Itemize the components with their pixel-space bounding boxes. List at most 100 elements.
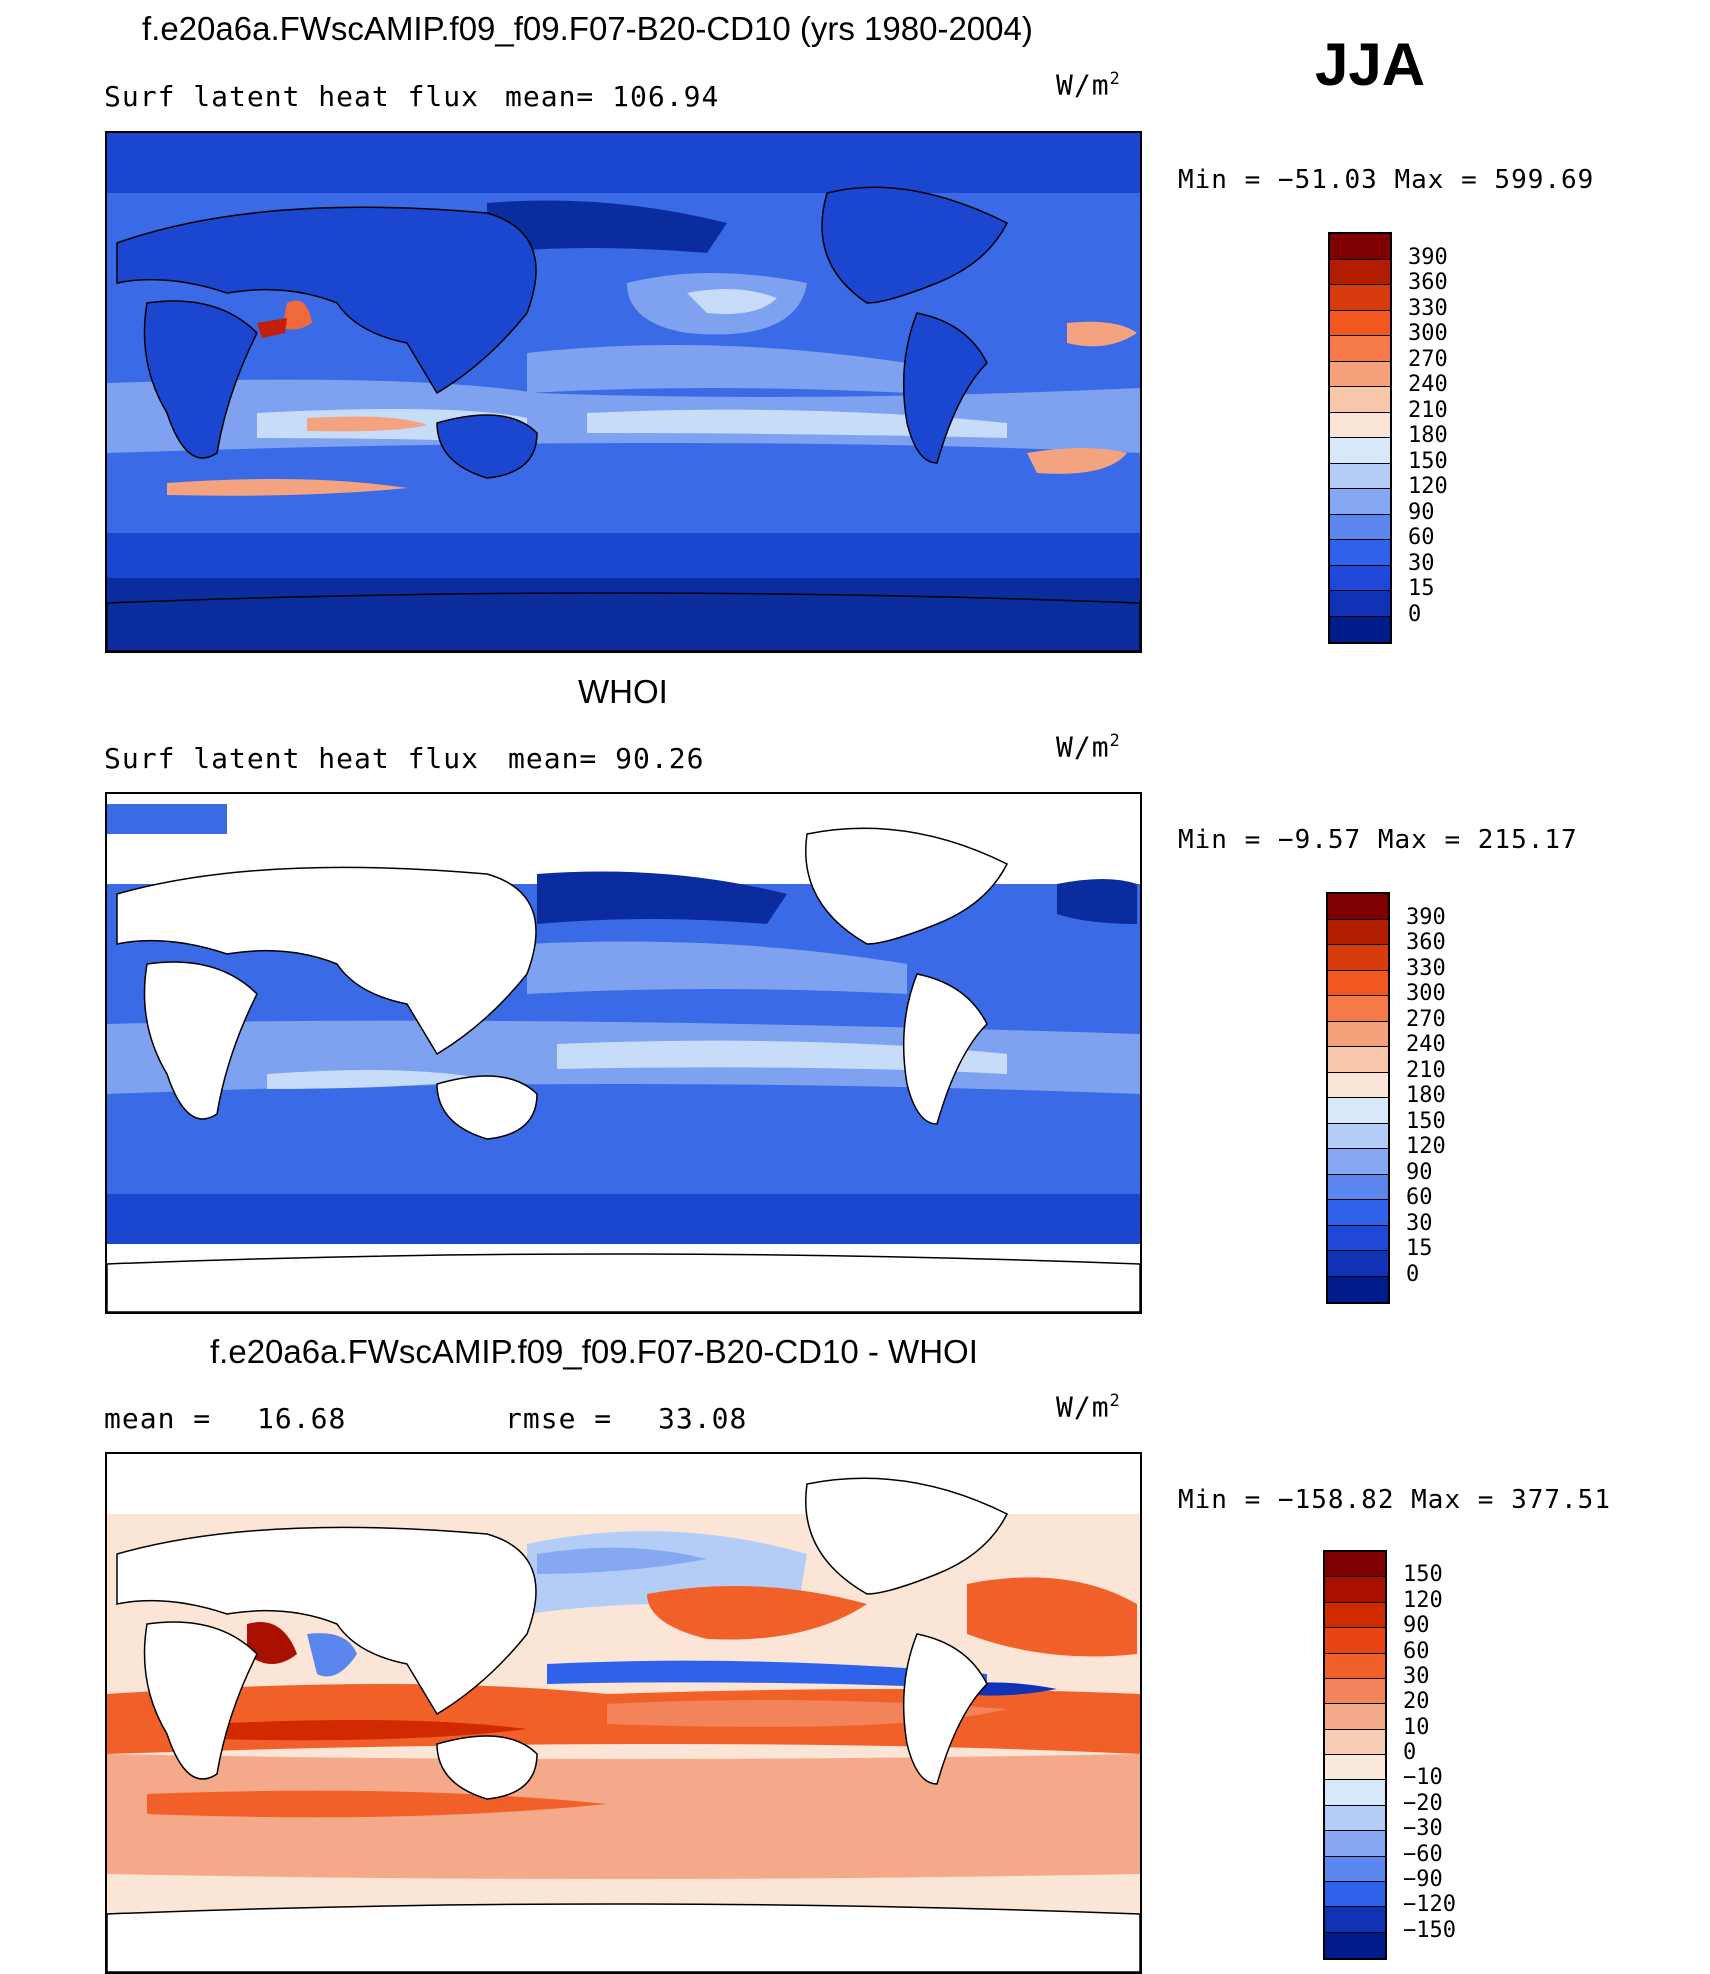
colorbar-swatch — [1330, 310, 1390, 336]
colorbar-swatch — [1330, 234, 1390, 260]
panel3-units: W/m2 — [1056, 1390, 1121, 1424]
colorbar-tick-label: 120 — [1406, 1134, 1446, 1159]
colorbar-tick-label: 15 — [1408, 576, 1435, 601]
colorbar-tick-label: 90 — [1403, 1613, 1430, 1639]
colorbar-swatch — [1330, 361, 1390, 387]
colorbar-swatch — [1325, 1907, 1385, 1933]
season-label: JJA — [1315, 31, 1426, 98]
colorbar-swatch — [1325, 1755, 1385, 1781]
colorbar-swatch — [1325, 1704, 1385, 1730]
colorbar-tick-label: 90 — [1408, 499, 1435, 525]
colorbar-tick-label: 300 — [1408, 321, 1448, 346]
colorbar-swatch — [1328, 1225, 1388, 1251]
colorbar-tick-label: −150 — [1403, 1917, 1456, 1943]
colorbar-tick-label: 0 — [1408, 601, 1422, 627]
colorbar-tick-label: 30 — [1408, 550, 1435, 576]
colorbar-swatch — [1325, 1805, 1385, 1832]
colorbar-tick-label: 20 — [1403, 1689, 1430, 1715]
panel3-mean-label: mean = 16.68 — [104, 1402, 346, 1435]
colorbar-tick-label: −60 — [1403, 1841, 1443, 1867]
colorbar-tick-label: 180 — [1406, 1083, 1446, 1108]
colorbar-swatch — [1325, 1881, 1385, 1908]
colorbar-tick-label: 330 — [1406, 955, 1446, 981]
panel2-minmax: Min = −9.57 Max = 215.17 — [1178, 825, 1578, 855]
colorbar-tick-label: 120 — [1403, 1587, 1443, 1613]
colorbar-swatch — [1330, 489, 1390, 515]
colorbar-swatch — [1328, 1123, 1388, 1149]
colorbar-swatch — [1325, 1729, 1385, 1755]
colorbar-swatch — [1330, 616, 1390, 642]
panel1-colorbar — [1328, 232, 1392, 644]
colorbar-swatch — [1328, 1047, 1388, 1073]
colorbar-swatch — [1325, 1831, 1385, 1857]
colorbar-tick-label: 0 — [1406, 1261, 1420, 1287]
colorbar-tick-label: −90 — [1403, 1866, 1443, 1892]
panel2-map-svg — [107, 794, 1140, 1312]
colorbar-swatch — [1328, 970, 1388, 996]
colorbar-tick-label: 390 — [1408, 244, 1448, 270]
colorbar-swatch — [1325, 1932, 1385, 1958]
colorbar-tick-label: 30 — [1406, 1210, 1433, 1236]
colorbar-swatch — [1325, 1653, 1385, 1679]
colorbar-tick-label: 150 — [1408, 448, 1448, 474]
panel2-colorbar — [1326, 892, 1390, 1304]
colorbar-tick-label: 30 — [1403, 1663, 1430, 1689]
colorbar-swatch — [1328, 894, 1388, 920]
panel3-colorbar-ticks: 150 120 90 60 30 20 10 0 −10 −20 −30 −60 −90 −120 −150 — [1403, 1550, 1493, 1960]
colorbar-tick-label: 240 — [1408, 372, 1448, 397]
colorbar-tick-label: 120 — [1408, 474, 1448, 499]
panel2-whoi-map — [105, 792, 1142, 1314]
colorbar-swatch — [1325, 1628, 1385, 1654]
panel2-colorbar-ticks: 390 360 330 300 270 240 210 180 150 120 90 60 30 15 0 — [1406, 892, 1486, 1304]
colorbar-swatch — [1330, 463, 1390, 489]
panel1-map-svg — [107, 133, 1140, 651]
colorbar-tick-label: 300 — [1406, 981, 1446, 1006]
panel1-model-map — [105, 131, 1142, 653]
panel3-rmse-value: 33.08 — [658, 1402, 748, 1435]
colorbar-tick-label: 0 — [1403, 1740, 1417, 1765]
panel1-mean-text: mean= — [505, 80, 595, 113]
panel2-title: WHOI — [578, 673, 668, 710]
colorbar-tick-label: 360 — [1406, 930, 1446, 955]
colorbar-swatch — [1328, 1072, 1388, 1098]
colorbar-tick-label: 150 — [1406, 1108, 1446, 1134]
colorbar-swatch — [1328, 1251, 1388, 1277]
panel2-units: W/m2 — [1056, 730, 1121, 764]
panel3-title: f.e20a6a.FWscAMIP.f09_f09.F07-B20-CD10 -… — [210, 1333, 978, 1370]
colorbar-swatch — [1328, 945, 1388, 971]
colorbar-tick-label: −20 — [1403, 1790, 1443, 1816]
panel1-minmax: Min = −51.03 Max = 599.69 — [1178, 165, 1595, 195]
panel1-units: W/m2 — [1056, 68, 1121, 102]
panel3-colorbar — [1323, 1550, 1387, 1960]
colorbar-tick-label: 210 — [1406, 1057, 1446, 1083]
colorbar-swatch — [1330, 259, 1390, 285]
colorbar-swatch — [1325, 1780, 1385, 1806]
colorbar-tick-label: 180 — [1408, 423, 1448, 448]
panel2-mean-text: mean= — [508, 742, 598, 775]
colorbar-swatch — [1328, 919, 1388, 945]
colorbar-swatch — [1330, 591, 1390, 617]
colorbar-swatch — [1330, 412, 1390, 438]
colorbar-swatch — [1328, 996, 1388, 1022]
colorbar-swatch — [1325, 1602, 1385, 1629]
colorbar-tick-label: 60 — [1403, 1638, 1430, 1664]
colorbar-swatch — [1330, 565, 1390, 591]
colorbar-swatch — [1328, 1174, 1388, 1200]
colorbar-tick-label: 60 — [1406, 1185, 1433, 1210]
colorbar-tick-label: 390 — [1406, 904, 1446, 930]
colorbar-tick-label: 150 — [1403, 1562, 1443, 1588]
colorbar-swatch — [1328, 1200, 1388, 1226]
panel3-rmse-label: rmse = 33.08 — [505, 1402, 747, 1435]
colorbar-swatch — [1325, 1577, 1385, 1603]
colorbar-tick-label: 90 — [1406, 1159, 1433, 1185]
colorbar-swatch — [1330, 285, 1390, 311]
panel1-variable-label: Surf latent heat flux — [104, 80, 480, 113]
colorbar-tick-label: 330 — [1408, 295, 1448, 321]
panel2-mean-label: mean= 90.26 — [508, 742, 704, 775]
panel1-title: f.e20a6a.FWscAMIP.f09_f09.F07-B20-CD10 (… — [142, 10, 1033, 47]
colorbar-tick-label: 270 — [1408, 346, 1448, 372]
colorbar-swatch — [1330, 387, 1390, 413]
panel1-colorbar-ticks: 390 360 330 300 270 240 210 180 150 120 90 60 30 15 0 — [1408, 232, 1488, 644]
colorbar-tick-label: 360 — [1408, 270, 1448, 295]
colorbar-tick-label: 60 — [1408, 525, 1435, 550]
